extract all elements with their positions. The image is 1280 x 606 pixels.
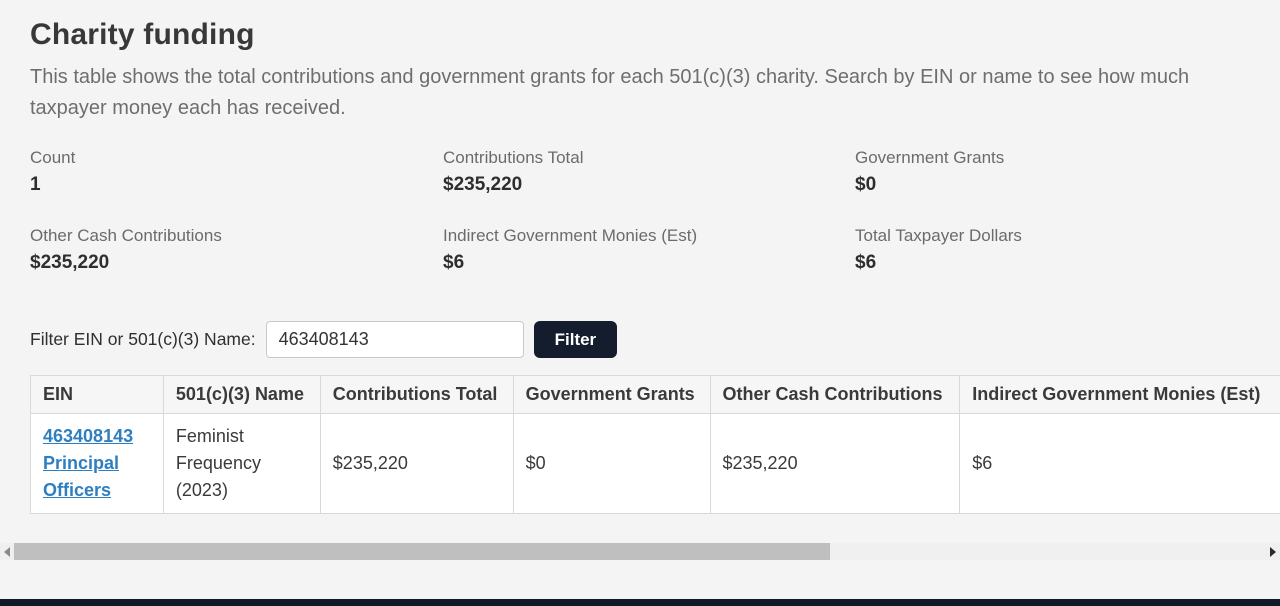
principal-officers-link[interactable]: Principal Officers xyxy=(43,453,120,500)
scroll-right-icon xyxy=(1270,546,1276,557)
stat-contributions-total: Contributions Total $235,220 xyxy=(443,148,855,196)
column-header-contributions-total: Contributions Total xyxy=(320,376,514,414)
cell-indirect-government-monies: $6 xyxy=(960,414,1280,513)
column-header-government-grants: Government Grants xyxy=(513,376,711,414)
cell-charity-name: Feminist Frequency (2023) xyxy=(163,414,321,513)
stat-label: Count xyxy=(30,148,76,167)
column-header-ein: EIN xyxy=(31,376,164,414)
stat-label: Total Taxpayer Dollars xyxy=(855,226,1022,245)
filter-button[interactable]: Filter xyxy=(533,321,618,358)
cell-other-cash-contributions: $235,220 xyxy=(710,414,961,513)
table-row: 463408143 Principal Officers Feminist Fr… xyxy=(31,414,1280,513)
cell-government-grants: $0 xyxy=(513,414,711,513)
stat-other-cash-contributions: Other Cash Contributions $235,220 xyxy=(30,226,443,274)
cell-ein: 463408143 Principal Officers xyxy=(31,414,164,513)
stat-label: Other Cash Contributions xyxy=(30,226,222,245)
bottom-bar xyxy=(0,599,1280,606)
stat-indirect-government-monies: Indirect Government Monies (Est) $6 xyxy=(443,226,855,274)
table-header-row: EIN 501(c)(3) Name Contributions Total G… xyxy=(31,376,1280,414)
stat-total-taxpayer-dollars: Total Taxpayer Dollars $6 xyxy=(855,226,1267,274)
stat-value: $0 xyxy=(855,174,877,195)
stat-government-grants: Government Grants $0 xyxy=(855,148,1267,196)
filter-label: Filter EIN or 501(c)(3) Name: xyxy=(30,329,256,349)
stat-value: 1 xyxy=(30,174,41,195)
charity-table: EIN 501(c)(3) Name Contributions Total G… xyxy=(30,375,1280,514)
stat-count: Count 1 xyxy=(30,148,443,196)
page-description: This table shows the total contributions… xyxy=(30,66,1190,119)
column-header-indirect-government-monies: Indirect Government Monies (Est) xyxy=(960,376,1280,414)
horizontal-scrollbar[interactable] xyxy=(0,543,1280,560)
stat-value: $235,220 xyxy=(443,174,523,195)
column-header-other-cash-contributions: Other Cash Contributions xyxy=(710,376,961,414)
stat-value: $235,220 xyxy=(30,252,110,273)
stat-label: Contributions Total xyxy=(443,148,584,167)
stat-value: $6 xyxy=(855,252,877,273)
ein-link[interactable]: 463408143 xyxy=(43,426,134,446)
stat-value: $6 xyxy=(443,252,465,273)
filter-bar: Filter EIN or 501(c)(3) Name: Filter xyxy=(30,321,618,358)
scroll-left-icon xyxy=(4,546,10,557)
page-header: Charity funding This table shows the tot… xyxy=(30,18,1250,124)
cell-contributions-total: $235,220 xyxy=(320,414,514,513)
scroll-left-button[interactable] xyxy=(0,543,14,560)
scroll-right-button[interactable] xyxy=(1266,543,1280,560)
scrollbar-thumb[interactable] xyxy=(14,543,830,560)
filter-input[interactable] xyxy=(265,321,524,358)
stats-grid: Count 1 Contributions Total $235,220 Gov… xyxy=(30,148,1270,274)
page-title: Charity funding xyxy=(30,18,255,51)
stat-label: Government Grants xyxy=(855,148,1005,167)
column-header-name: 501(c)(3) Name xyxy=(163,376,321,414)
stat-label: Indirect Government Monies (Est) xyxy=(443,226,698,245)
